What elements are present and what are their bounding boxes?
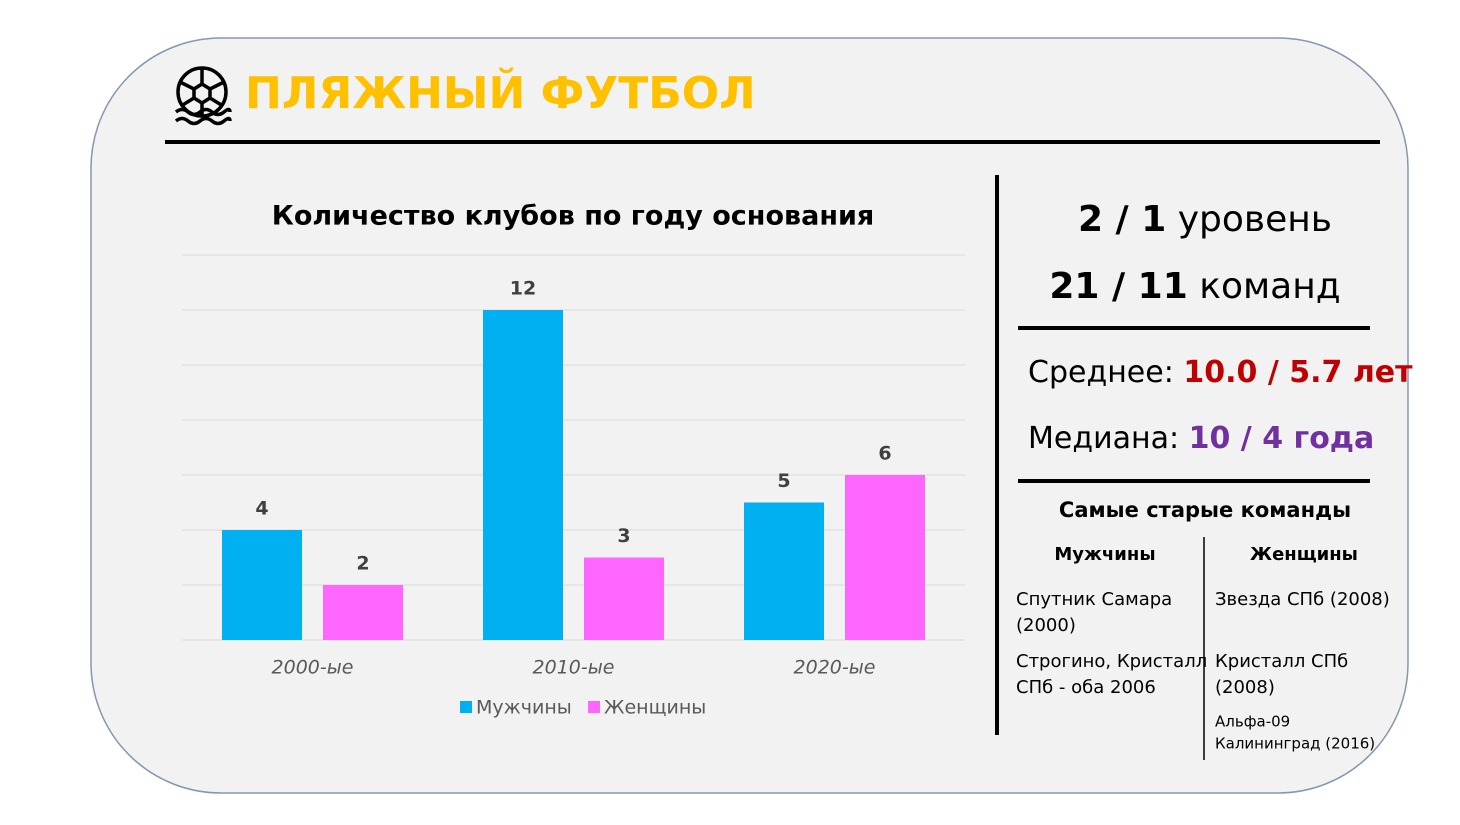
oldest-team: (2008) — [1215, 677, 1275, 698]
bar — [845, 475, 925, 640]
chart-title: Количество клубов по году основания — [272, 201, 874, 232]
x-tick-label: 2010-ые — [533, 657, 615, 679]
median-label: Медиана: — [1028, 421, 1189, 456]
oldest-team: Калининград (2016) — [1215, 735, 1375, 753]
teams-value: 21 / 11 — [1049, 266, 1187, 307]
x-tick-label: 2000-ые — [272, 657, 354, 679]
ball-icon — [174, 66, 232, 126]
legend-label: Мужчины — [476, 697, 572, 719]
women-header: Женщины — [1250, 544, 1358, 565]
data-label: 3 — [617, 525, 630, 547]
data-label: 2 — [356, 553, 369, 575]
oldest-team: (2000) — [1016, 615, 1076, 636]
bar — [584, 557, 664, 640]
oldest-team: Кристалл СПб — [1215, 651, 1348, 672]
mean-label: Среднее: — [1028, 355, 1183, 390]
card — [90, 37, 1409, 794]
bar — [222, 530, 302, 640]
oldest-list: Спутник Самара (2000) Строгино, Кристалл СП… — [1016, 589, 1390, 753]
oldest-team: Спутник Самара — [1016, 589, 1172, 610]
teams-unit: команд — [1188, 266, 1341, 307]
mean: Среднее: 10.0 / 5.7 лет — [1028, 355, 1413, 390]
legend-swatch — [588, 701, 600, 713]
data-label: 5 — [777, 470, 790, 492]
oldest-team: Альфа-09 — [1215, 713, 1290, 731]
levels-value: 2 / 1 — [1078, 199, 1166, 240]
median: Медиана: 10 / 4 года — [1028, 421, 1374, 456]
data-label: 6 — [878, 443, 891, 465]
oldest-team: Строгино, Кристалл — [1016, 651, 1207, 672]
teams: 21 / 11 команд — [1049, 266, 1340, 307]
x-tick-label: 2020-ые — [794, 657, 876, 679]
levels-unit: уровень — [1166, 199, 1332, 240]
median-value: 10 / 4 года — [1189, 421, 1375, 456]
data-label: 12 — [510, 278, 536, 300]
men-header: Мужчины — [1054, 544, 1155, 565]
legend-label: Женщины — [604, 697, 706, 719]
oldest-title: Самые старые команды — [1059, 498, 1351, 522]
bar — [323, 585, 403, 640]
oldest-team: СПб - оба 2006 — [1016, 677, 1156, 698]
plot: 2000-ые 4 2 2010-ые 12 3 2020-ые 5 6 Мужчины Женщи… — [182, 254, 965, 719]
legend-swatch — [460, 701, 472, 713]
mean-value: 10.0 / 5.7 лет — [1183, 355, 1413, 390]
bar — [483, 310, 563, 640]
page-title: ПЛЯЖНЫЙ ФУТБОЛ — [245, 66, 756, 119]
oldest-team: Звезда СПб (2008) — [1215, 589, 1390, 610]
bar — [744, 502, 824, 640]
levels: 2 / 1 уровень — [1078, 199, 1332, 240]
data-label: 4 — [255, 498, 268, 520]
